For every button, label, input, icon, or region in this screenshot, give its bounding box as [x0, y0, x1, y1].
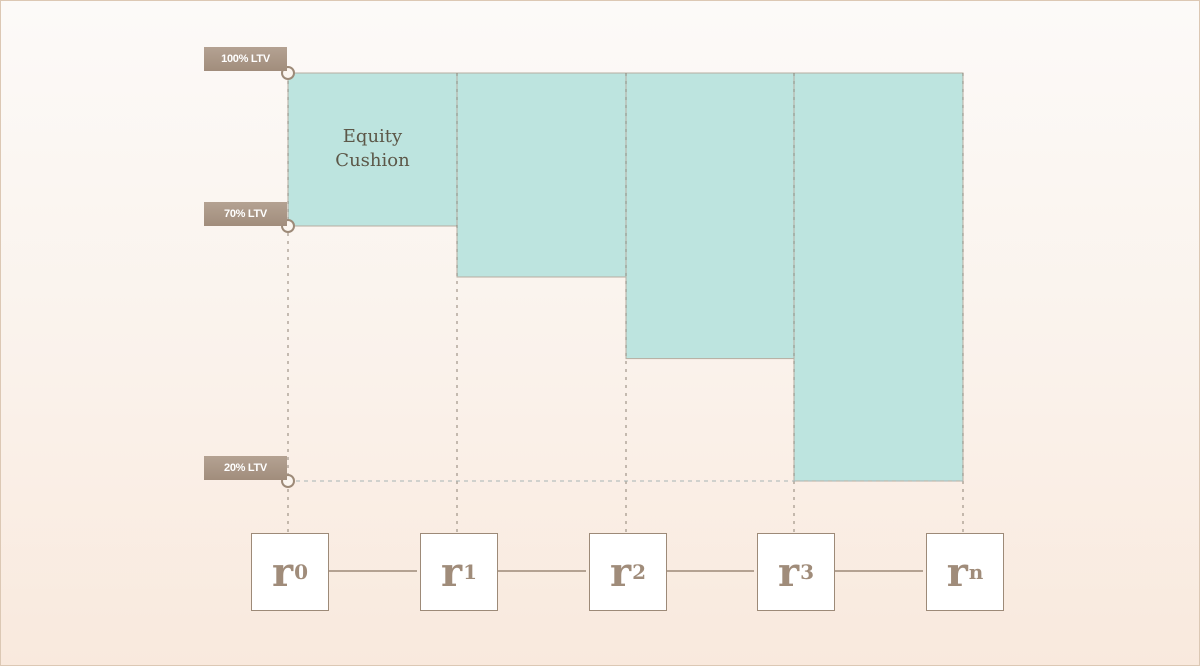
ltv-20-label: 20% LTV [204, 456, 287, 480]
period-subscript: 3 [800, 560, 814, 584]
period-symbol: r [946, 548, 968, 596]
period-subscript: 2 [632, 560, 646, 584]
ltv-70-label: 70% LTV [204, 202, 287, 226]
period-symbol: r [441, 548, 463, 596]
period-subscript: 1 [463, 560, 477, 584]
ltv-100-label: 100% LTV [204, 47, 287, 71]
equity-cushion-label: Equity Cushion [300, 125, 445, 173]
period-symbol: r [610, 548, 632, 596]
period-subscript: 0 [294, 560, 308, 584]
equity-cushion-bar [625, 72, 795, 360]
equity-cushion-bar [287, 72, 458, 227]
equity-cushion-line-1: Equity [342, 126, 403, 147]
period-subscript: n [968, 560, 984, 584]
period-symbol: r [272, 548, 294, 596]
equity-cushion-line-2: Cushion [335, 150, 410, 171]
period-symbol: r [778, 548, 800, 596]
equity-cushion-bar [456, 72, 627, 278]
equity-cushion-bar [793, 72, 964, 482]
